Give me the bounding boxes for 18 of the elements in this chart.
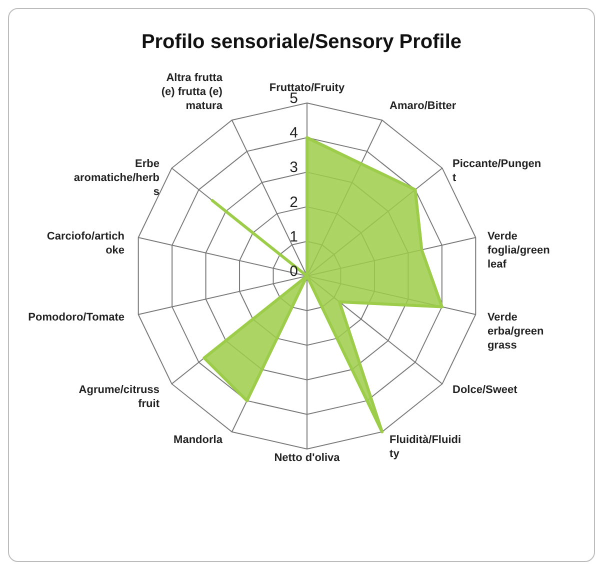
spoke-label: Dolce/Sweet xyxy=(452,384,518,396)
spoke-label: Piccante/Pungent xyxy=(452,158,542,184)
spoke-label: Carciofo/artichoke xyxy=(46,230,125,257)
spoke-label: Amaro/Bitter xyxy=(390,100,457,112)
y-tick-label: 3 xyxy=(290,159,298,176)
spoke-label: Agrume/citruss fruit xyxy=(78,384,160,410)
y-tick-label: 4 xyxy=(290,124,298,142)
spoke-label: Verde erba/green grass xyxy=(487,311,544,352)
chart-title: Profilo sensoriale/Sensory Profile xyxy=(140,31,463,54)
spoke-label: Mandorla xyxy=(174,434,224,446)
spoke-label: Verde foglia/green leaf xyxy=(487,230,550,271)
y-tick-label: 1 xyxy=(290,228,298,246)
spoke-label: Netto d'oliva xyxy=(274,452,341,464)
y-tick-label: 2 xyxy=(290,194,298,211)
spoke-label: Erbe aromatiche/herbs xyxy=(74,158,160,198)
spoke-label: Altra frutta (e) frutta (e) matura xyxy=(161,72,224,112)
spoke-label: Pomodoro/Tomate xyxy=(28,311,125,324)
spoke-label: Fluidità/Fluidity xyxy=(390,434,462,460)
